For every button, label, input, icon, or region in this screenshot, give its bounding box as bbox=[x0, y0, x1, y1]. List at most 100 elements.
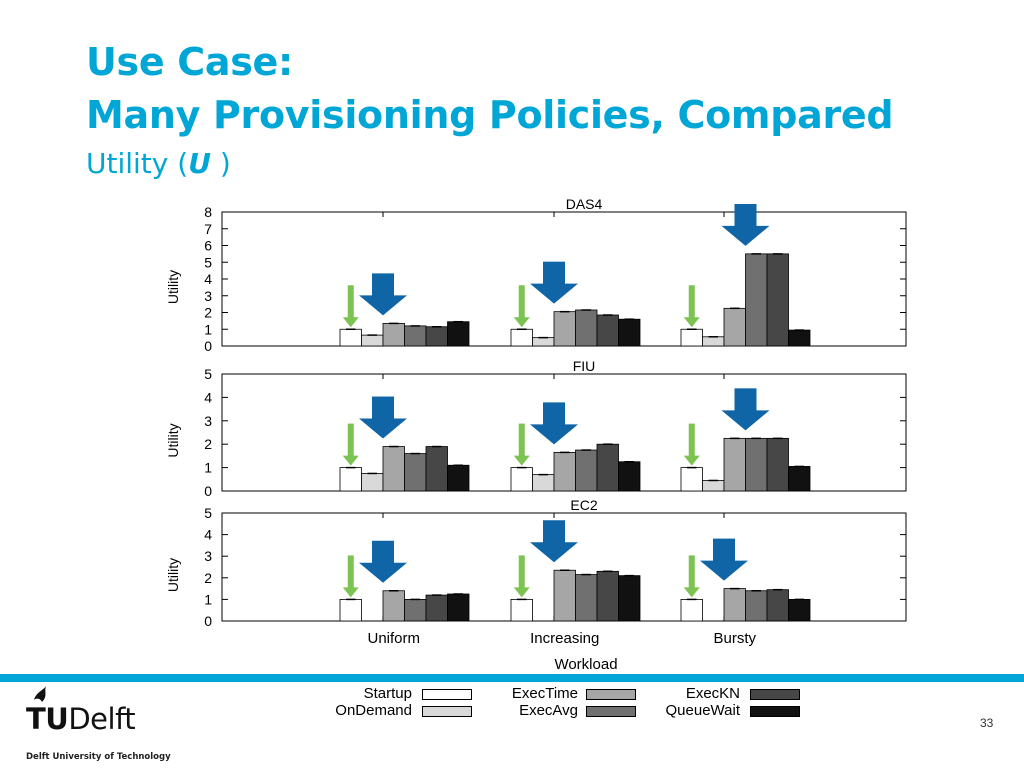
page-number: 33 bbox=[980, 716, 994, 730]
blue-arrow-head-icon bbox=[700, 560, 748, 581]
blue-arrow-icon bbox=[543, 520, 565, 545]
bar-execavg-increasing bbox=[575, 449, 598, 492]
green-arrow-head-icon bbox=[683, 317, 700, 328]
bar-exectime-bursty bbox=[723, 588, 746, 622]
bar-startup-increasing bbox=[510, 328, 533, 347]
bar-exectime-bursty bbox=[723, 437, 746, 492]
y-axis-label: Utility bbox=[165, 423, 181, 457]
y-axis-label: Utility bbox=[165, 558, 181, 592]
bar-execkn-increasing bbox=[596, 443, 619, 492]
y-tick-label: 0 bbox=[204, 338, 212, 354]
bar-exectime-uniform bbox=[382, 322, 405, 347]
y-tick-label: 1 bbox=[204, 460, 212, 476]
y-tick-label: 4 bbox=[204, 389, 212, 405]
bar-execavg-bursty bbox=[745, 437, 768, 492]
bar-ondemand-increasing bbox=[532, 337, 555, 347]
bar-queuewait-uniform bbox=[447, 593, 470, 622]
green-arrow-head-icon bbox=[683, 455, 700, 466]
panel-title: DAS4 bbox=[566, 196, 603, 212]
tudelft-logo: TUDelft bbox=[26, 702, 136, 736]
green-arrow-head-icon bbox=[342, 455, 359, 466]
bar-ondemand-bursty bbox=[702, 480, 725, 492]
y-tick-label: 3 bbox=[204, 288, 212, 304]
bar-queuewait-bursty bbox=[788, 466, 811, 492]
bar-startup-uniform bbox=[339, 467, 362, 492]
y-tick-label: 6 bbox=[204, 238, 212, 254]
legend-label-ondemand: OnDemand bbox=[335, 702, 412, 719]
x-category-label: Bursty bbox=[713, 630, 756, 647]
bar-startup-increasing bbox=[510, 467, 533, 492]
bar-execavg-bursty bbox=[745, 253, 768, 347]
legend-label-startup: Startup bbox=[363, 685, 412, 702]
green-arrow-head-icon bbox=[683, 587, 700, 598]
subtitle-prefix: Utility ( bbox=[86, 147, 189, 180]
legend-label-exectime: ExecTime bbox=[511, 685, 578, 702]
bar-execkn-uniform bbox=[425, 446, 448, 492]
blue-arrow-icon bbox=[713, 538, 735, 563]
slide-title-line1: Use Case: bbox=[86, 40, 293, 84]
bar-ondemand-uniform bbox=[361, 334, 384, 347]
bar-queuewait-uniform bbox=[447, 464, 470, 492]
blue-arrow-icon bbox=[372, 396, 394, 421]
bar-exectime-bursty bbox=[723, 307, 746, 347]
bar-ondemand-bursty bbox=[702, 336, 725, 347]
panel-title: EC2 bbox=[570, 497, 597, 513]
y-axis-label: Utility bbox=[165, 270, 181, 304]
logo-subtitle: Delft University of Technology bbox=[26, 752, 171, 762]
blue-arrow-head-icon bbox=[721, 410, 770, 431]
green-arrow-icon bbox=[688, 285, 695, 320]
y-tick-label: 0 bbox=[204, 613, 212, 629]
legend-swatch-exectime bbox=[586, 689, 636, 700]
bar-execkn-uniform bbox=[425, 594, 448, 622]
legend-label-execavg: ExecAvg bbox=[519, 702, 578, 719]
green-arrow-icon bbox=[688, 555, 695, 590]
blue-arrow-icon bbox=[734, 388, 757, 413]
blue-arrow-head-icon bbox=[359, 562, 407, 583]
subtitle-suffix: ) bbox=[210, 147, 231, 180]
bar-exectime-increasing bbox=[553, 451, 576, 492]
x-axis-label: Workload bbox=[554, 656, 617, 673]
bar-queuewait-increasing bbox=[618, 575, 641, 622]
y-tick-label: 8 bbox=[204, 204, 212, 220]
utility-bar-charts: DAS4012345678UtilityFIU012345UtilityEC20… bbox=[165, 196, 907, 673]
bar-queuewait-bursty bbox=[788, 329, 811, 347]
legend-label-queuewait: QueueWait bbox=[665, 702, 740, 719]
green-arrow-head-icon bbox=[342, 317, 359, 328]
bar-queuewait-increasing bbox=[618, 461, 641, 492]
bar-startup-bursty bbox=[680, 328, 703, 347]
green-arrow-icon bbox=[347, 555, 354, 590]
bar-execavg-increasing bbox=[575, 309, 598, 347]
y-tick-label: 7 bbox=[204, 221, 212, 237]
blue-arrow-icon bbox=[372, 540, 394, 565]
y-tick-label: 1 bbox=[204, 321, 212, 337]
legend-swatch-queuewait bbox=[750, 706, 800, 717]
green-arrow-icon bbox=[347, 423, 354, 458]
slide-title-line2: Many Provisioning Policies, Compared bbox=[86, 93, 894, 137]
bar-execavg-uniform bbox=[404, 325, 427, 347]
bar-execavg-uniform bbox=[404, 599, 427, 622]
blue-arrow-head-icon bbox=[530, 424, 578, 445]
bar-execkn-increasing bbox=[596, 570, 619, 622]
green-arrow-icon bbox=[347, 285, 354, 320]
blue-arrow-head-icon bbox=[530, 283, 578, 304]
bar-startup-uniform bbox=[339, 599, 362, 622]
y-tick-label: 5 bbox=[204, 366, 212, 382]
legend-label-execkn: ExecKN bbox=[685, 685, 740, 702]
blue-arrow-head-icon bbox=[359, 418, 407, 439]
blue-arrow-icon bbox=[372, 273, 394, 298]
green-arrow-head-icon bbox=[513, 587, 530, 598]
bar-exectime-increasing bbox=[553, 569, 576, 622]
bar-startup-bursty bbox=[680, 467, 703, 492]
slide-subtitle: Utility (U ) bbox=[86, 147, 231, 180]
y-tick-label: 2 bbox=[204, 305, 212, 321]
bar-execkn-uniform bbox=[425, 326, 448, 347]
bar-ondemand-uniform bbox=[361, 473, 384, 492]
panel-title: FIU bbox=[573, 358, 596, 374]
y-tick-label: 3 bbox=[204, 413, 212, 429]
bar-ondemand-increasing bbox=[532, 474, 555, 492]
green-arrow-icon bbox=[688, 423, 695, 458]
x-category-label: Uniform bbox=[367, 630, 420, 647]
y-tick-label: 3 bbox=[204, 548, 212, 564]
y-tick-label: 4 bbox=[204, 527, 212, 543]
green-arrow-icon bbox=[518, 285, 525, 320]
